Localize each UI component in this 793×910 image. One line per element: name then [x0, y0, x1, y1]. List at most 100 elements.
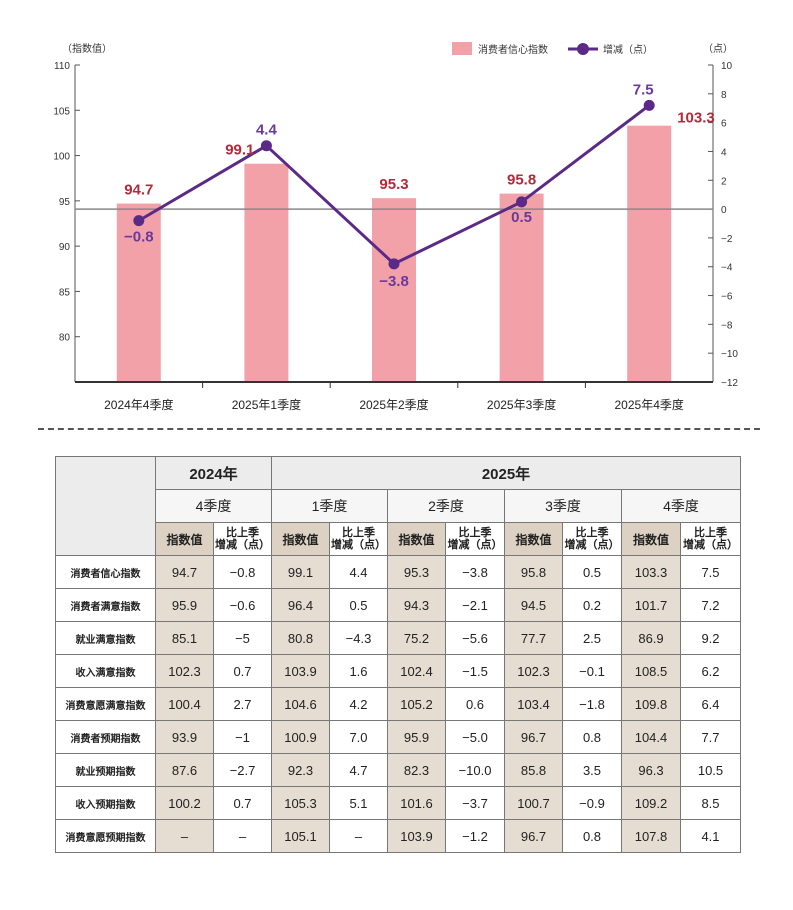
row-label: 收入预期指数 — [55, 786, 156, 820]
col-header-index: 指数值 — [155, 522, 214, 556]
cell-index-value: 77.7 — [504, 621, 563, 655]
header-year-2024: 2024年 — [155, 456, 272, 490]
cell-change-value: 5.1 — [329, 786, 388, 820]
cell-index-value: 100.7 — [504, 786, 563, 820]
cell-index-value: – — [155, 819, 214, 853]
cell-change-value: 0.7 — [213, 786, 272, 820]
cell-index-value: 80.8 — [271, 621, 330, 655]
row-label: 消费者信心指数 — [55, 555, 156, 589]
cell-index-value: 100.9 — [271, 720, 330, 754]
cell-change-value: 0.8 — [562, 720, 622, 754]
col-header-change-line2: 增减（点） — [683, 539, 738, 551]
cell-change-value: −0.6 — [213, 588, 272, 622]
cell-index-value: 95.9 — [387, 720, 446, 754]
legend-line-marker — [577, 43, 589, 55]
cell-index-value: 96.3 — [621, 753, 681, 787]
cell-change-value: 0.5 — [562, 555, 622, 589]
cell-change-value: 7.7 — [680, 720, 741, 754]
combo-chart: （指数值） （点） 110 105 100 95 90 85 80 10 8 6 4 2 0 −2 −4 −6 −8… — [53, 42, 738, 412]
cell-index-value: 86.9 — [621, 621, 681, 655]
cell-change-value: −0.8 — [213, 555, 272, 589]
cell-change-value: 2.7 — [213, 687, 272, 721]
col-header-change-line2: 增减（点） — [215, 539, 270, 551]
right-tick-label: 0 — [721, 205, 727, 216]
cell-index-value: 82.3 — [387, 753, 446, 787]
right-tick-label: −10 — [721, 349, 738, 360]
cell-index-value: 103.9 — [271, 654, 330, 688]
x-tick-label: 2025年4季度 — [615, 397, 684, 412]
cell-index-value: 101.6 — [387, 786, 446, 820]
col-header-change-line1: 比上季 — [694, 527, 727, 539]
cell-index-value: 96.7 — [504, 819, 563, 853]
cell-index-value: 75.2 — [387, 621, 446, 655]
left-tick-label: 105 — [53, 106, 70, 117]
cell-index-value: 92.3 — [271, 753, 330, 787]
bar-consumer-confidence — [116, 203, 161, 382]
cell-change-value: −0.9 — [562, 786, 622, 820]
col-header-change: 比上季 增减（点） — [680, 522, 741, 556]
table-row: 就业预期指数 87.6 −2.7 92.3 4.7 82.3 −10.0 85.8 3.5 96.… — [55, 753, 741, 787]
cell-change-value: 4.4 — [329, 555, 388, 589]
cell-change-value: 0.5 — [329, 588, 388, 622]
cell-change-value: 6.4 — [680, 687, 741, 721]
bar-consumer-confidence — [372, 198, 416, 382]
right-tick-label: 2 — [721, 176, 727, 187]
cell-index-value: 95.9 — [155, 588, 214, 622]
x-tick-label: 2025年1季度 — [232, 397, 301, 412]
bar-data-label: 95.3 — [379, 176, 408, 193]
left-tick-label: 110 — [54, 61, 70, 72]
cell-index-value: 94.3 — [387, 588, 446, 622]
cell-index-value: 99.1 — [271, 555, 330, 589]
cell-index-value: 107.8 — [621, 819, 681, 853]
table-row: 消费者信心指数 94.7 −0.8 99.1 4.4 95.3 −3.8 95.8 0.5 103… — [55, 555, 741, 589]
col-header-change: 比上季 增减（点） — [562, 522, 622, 556]
cell-index-value: 85.1 — [155, 621, 214, 655]
cell-index-value: 102.4 — [387, 654, 446, 688]
cell-change-value: −1.5 — [445, 654, 505, 688]
left-tick-label: 95 — [59, 197, 71, 208]
cell-index-value: 94.7 — [155, 555, 214, 589]
header-quarter: 1季度 — [271, 489, 388, 523]
line-data-label: 7.5 — [633, 81, 654, 98]
line-data-label: 4.4 — [256, 122, 278, 139]
cell-change-value: −5 — [213, 621, 272, 655]
dashed-separator — [38, 428, 760, 430]
table-row: 消费者预期指数 93.9 −1 100.9 7.0 95.9 −5.0 96.7 0.8 104.… — [55, 720, 741, 754]
cell-change-value: 3.5 — [562, 753, 622, 787]
table-row: 就业满意指数 85.1 −5 80.8 −4.3 75.2 −5.6 77.7 2.5 86.9 9… — [55, 621, 741, 655]
bar-data-label: 94.7 — [124, 182, 153, 199]
cell-change-value: −1 — [213, 720, 272, 754]
col-header-change-line1: 比上季 — [575, 527, 609, 539]
cell-index-value: 100.2 — [155, 786, 214, 820]
cell-index-value: 109.8 — [621, 687, 681, 721]
table-row: 收入满意指数 102.3 0.7 103.9 1.6 102.4 −1.5 102.3 −0.1… — [55, 654, 741, 688]
bar-data-label: 95.8 — [507, 172, 536, 189]
cell-change-value: −5.0 — [445, 720, 505, 754]
index-table: 2024年 2025年 4季度 1季度 2季度 3季度 4季度 指数值 比上季 增减… — [55, 456, 741, 853]
line-data-label: −0.8 — [124, 229, 154, 246]
cell-change-value: 4.2 — [329, 687, 388, 721]
col-header-change: 比上季 增减（点） — [329, 522, 388, 556]
cell-change-value: −3.8 — [445, 555, 505, 589]
cell-index-value: 95.8 — [504, 555, 563, 589]
header-quarter: 3季度 — [504, 489, 622, 523]
right-axis-label: （点） — [703, 43, 733, 55]
cell-change-value: 4.7 — [329, 753, 388, 787]
cell-index-value: 87.6 — [155, 753, 214, 787]
cell-index-value: 94.5 — [504, 588, 563, 622]
cell-change-value: −10.0 — [445, 753, 505, 787]
left-tick-label: 90 — [59, 242, 71, 253]
left-tick-label: 80 — [59, 333, 71, 344]
col-header-change-line1: 比上季 — [342, 527, 375, 539]
bar-data-label: 103.3 — [677, 110, 715, 127]
bar-consumer-confidence — [499, 193, 544, 382]
table-corner — [55, 456, 156, 556]
right-tick-label: −2 — [721, 234, 733, 245]
table-row: 消费者满意指数 95.9 −0.6 96.4 0.5 94.3 −2.1 94.5 0.2 101… — [55, 588, 741, 622]
cell-index-value: 95.3 — [387, 555, 446, 589]
cell-change-value: 0.7 — [213, 654, 272, 688]
header-quarter: 4季度 — [621, 489, 741, 523]
cell-change-value: 7.2 — [680, 588, 741, 622]
cell-index-value: 104.4 — [621, 720, 681, 754]
row-label: 消费者满意指数 — [55, 588, 156, 622]
